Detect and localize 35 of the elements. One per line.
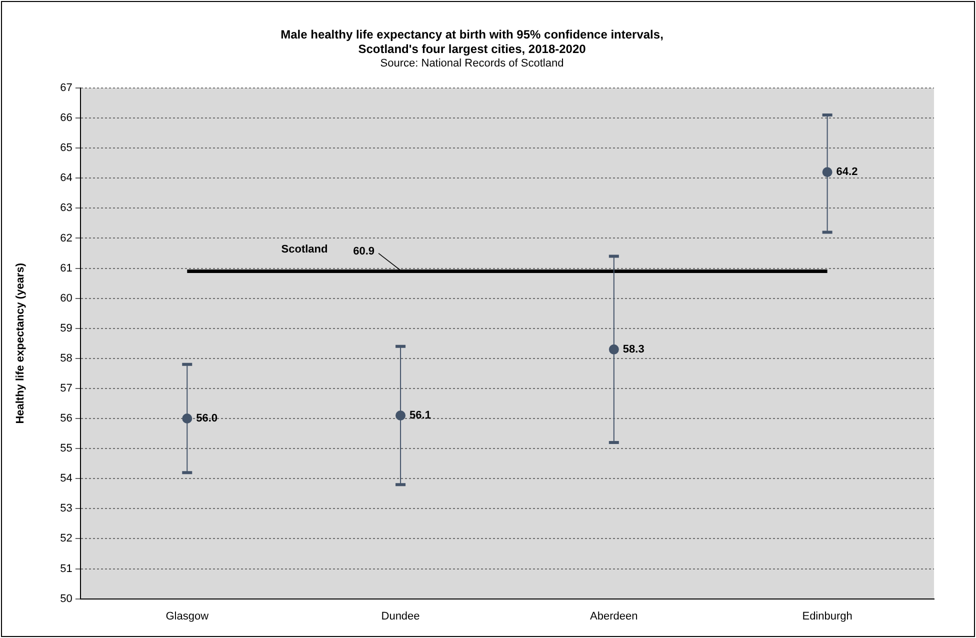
y-tick-label: 65 — [60, 142, 72, 154]
y-tick-label: 64 — [60, 172, 72, 184]
data-label: 56.1 — [410, 410, 431, 422]
x-tick-label: Dundee — [381, 610, 420, 622]
y-tick-label: 53 — [60, 502, 72, 515]
point — [182, 414, 192, 424]
point — [822, 167, 832, 178]
y-tick-label: 67 — [60, 82, 72, 94]
y-tick-label: 59 — [60, 322, 72, 334]
y-tick-label: 52 — [60, 532, 72, 545]
y-tick-label: 62 — [60, 232, 72, 244]
y-axis-title: Healthy life expectancy (years) — [14, 262, 27, 424]
chart-title: Male healthy life expectancy at birth with 95% confidence intervals, Scotland's four largest cities, 2018-2020 — [280, 28, 664, 56]
x-tick-label: Glasgow — [166, 610, 209, 622]
y-tick-label: 56 — [60, 412, 72, 425]
data-label: 58.3 — [622, 343, 644, 356]
y-tick-label: 51 — [60, 562, 72, 575]
y-tick-label: 58 — [60, 352, 72, 364]
y-tick-label: 50 — [60, 592, 72, 605]
y-tick-label: 54 — [60, 472, 72, 485]
y-tick-label: 57 — [60, 382, 72, 394]
annotation: 60.9 — [353, 245, 375, 258]
ref-line-label: Scotland — [281, 243, 328, 256]
x-tick-label: Edinburgh — [802, 610, 852, 622]
point — [396, 410, 406, 421]
x-tick-label: Aberdeen — [590, 610, 638, 622]
y-tick-label: 60 — [60, 292, 72, 304]
point — [608, 344, 619, 354]
y-tick-label: 66 — [60, 112, 72, 124]
chart-subtitle: Source: National Records of Scotland — [380, 57, 564, 70]
y-tick-label: 61 — [60, 262, 72, 274]
data-label: 64.2 — [836, 166, 858, 178]
y-tick-label: 63 — [60, 202, 72, 214]
y-tick-label: 55 — [60, 442, 72, 455]
data-label: 56.0 — [196, 412, 218, 425]
